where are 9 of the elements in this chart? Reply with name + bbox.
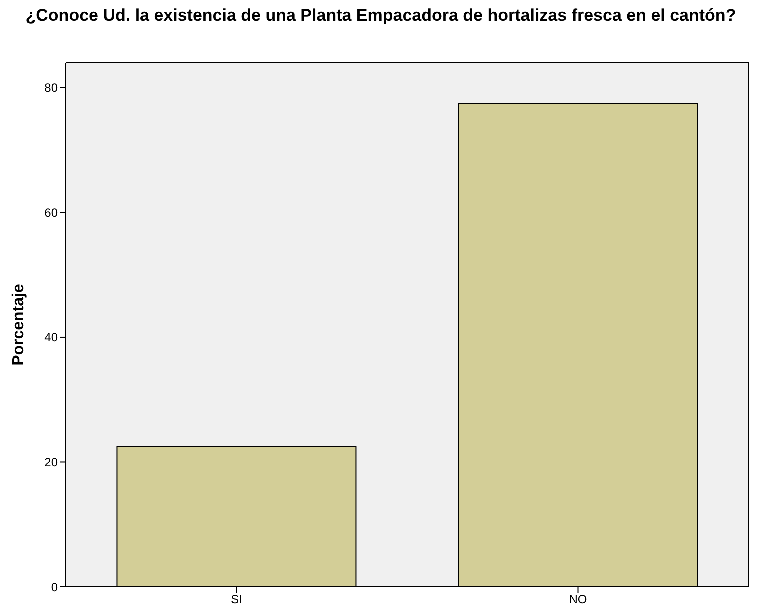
chart-title: ¿Conoce Ud. la existencia de una Planta Empacadora de hortalizas fresca en el cantón? — [26, 6, 736, 25]
y-tick-label: 60 — [44, 206, 58, 220]
y-tick-label: 20 — [44, 456, 58, 470]
y-axis-title: Porcentaje — [10, 284, 28, 366]
x-tick-label: NO — [569, 592, 588, 607]
y-tick-label: 0 — [51, 580, 58, 594]
x-tick-label: SI — [231, 592, 242, 607]
y-tick-label: 80 — [44, 81, 58, 96]
y-tick-label: 40 — [44, 330, 58, 345]
